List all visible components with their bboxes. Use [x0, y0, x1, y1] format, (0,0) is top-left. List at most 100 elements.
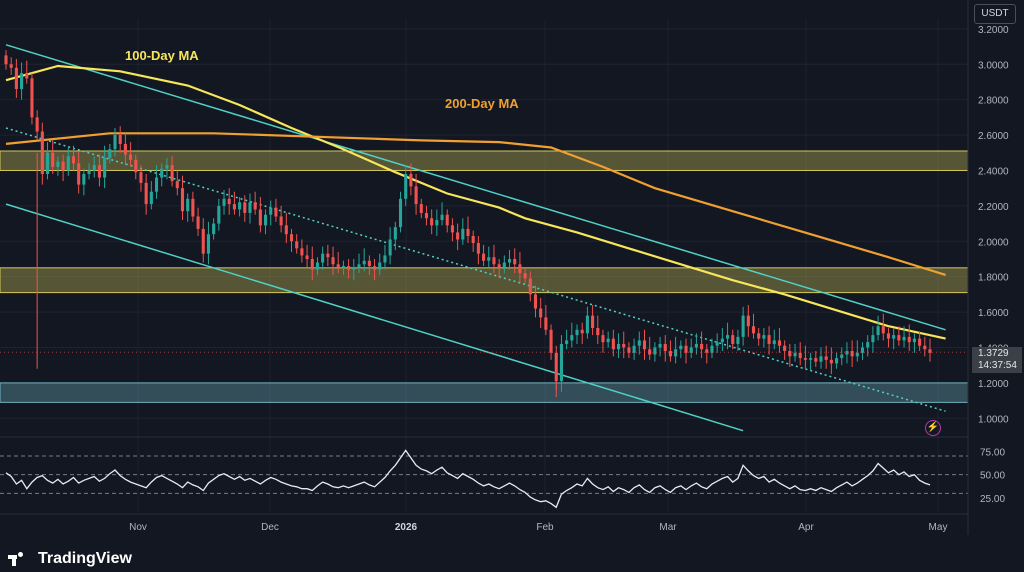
candle-body — [404, 174, 408, 199]
candle-body — [466, 228, 470, 236]
zone-rect — [0, 267, 969, 294]
candle-body — [258, 209, 262, 226]
channel-mid-line — [5, 127, 946, 412]
candle-body — [700, 343, 704, 350]
candle-body — [689, 347, 693, 353]
candle-body — [56, 161, 60, 167]
rsi-line — [5, 449, 931, 509]
candlesticks — [0, 50, 968, 398]
candle-body — [144, 182, 148, 205]
candle-body — [575, 329, 579, 336]
candle-body — [435, 220, 439, 226]
candle-body — [772, 340, 776, 344]
candle-body — [165, 165, 169, 169]
candle-body — [238, 202, 242, 210]
candle-body — [321, 253, 325, 263]
y-tick-label: 2.4000 — [978, 166, 1009, 177]
candle-body — [9, 64, 13, 68]
candle-body — [305, 255, 309, 259]
rsi-panel — [0, 449, 968, 509]
candle-body — [357, 264, 361, 268]
candle-body — [284, 225, 288, 235]
candle-body — [736, 336, 740, 344]
rsi-tick-label: 50.00 — [980, 471, 1005, 482]
candle-body — [777, 340, 782, 346]
candle-body — [424, 212, 429, 219]
x-tick-label: 2026 — [395, 522, 418, 533]
brand-name: TradingView — [38, 550, 132, 567]
candle-body — [274, 207, 278, 217]
x-tick-label: May — [929, 522, 948, 533]
candle-body — [108, 149, 112, 159]
countdown-timer: 14:37:54 — [978, 360, 1017, 371]
candle-body — [40, 131, 44, 175]
candle-body — [694, 343, 698, 348]
candle-body — [175, 181, 179, 189]
y-tick-label: 2.6000 — [978, 131, 1009, 142]
y-tick-label: 1.6000 — [978, 308, 1009, 319]
candle-body — [82, 174, 86, 185]
candle-body — [373, 266, 377, 270]
candle-body — [71, 156, 76, 164]
y-tick-label: 2.8000 — [978, 96, 1009, 107]
candle-body — [881, 326, 885, 334]
lightning-icon[interactable]: ⚡ — [925, 420, 941, 436]
candle-body — [139, 172, 143, 183]
candle-body — [731, 335, 735, 344]
currency-button[interactable]: USDT — [974, 4, 1016, 24]
candle-body — [279, 216, 283, 226]
candle-body — [502, 262, 506, 268]
candle-body — [264, 214, 268, 226]
x-tick-label: Feb — [536, 522, 554, 533]
candle-body — [51, 152, 55, 167]
y-tick-label: 1.0000 — [978, 414, 1009, 425]
candle-body — [658, 343, 662, 348]
candle-body — [809, 358, 813, 360]
candle-body — [253, 202, 257, 210]
candle-body — [726, 335, 730, 339]
candle-body — [482, 253, 486, 261]
candle-body — [87, 170, 91, 175]
candle-body — [471, 235, 475, 244]
candle-body — [653, 347, 657, 355]
candle-body — [367, 260, 371, 267]
support-resistance-zones — [0, 150, 969, 403]
candle-body — [30, 78, 34, 118]
candle-body — [492, 257, 496, 265]
candle-body — [762, 335, 766, 339]
candle-body — [123, 143, 127, 155]
candle-body — [300, 248, 304, 256]
candle-body — [378, 262, 382, 270]
candle-body — [928, 349, 932, 353]
candle-body — [129, 154, 133, 160]
candle-body — [741, 315, 745, 337]
candle-body — [616, 343, 621, 350]
candle-body — [611, 338, 615, 350]
rsi-tick-label: 25.00 — [980, 494, 1005, 505]
channel-upper-line — [5, 44, 946, 331]
y-tick-label: 1.8000 — [978, 273, 1009, 284]
axes: 3.2000 3.0000 2.8000 2.6000 2.4000 2.2000 2.00… — [0, 0, 1009, 535]
candle-body — [783, 345, 787, 352]
tradingview-logo[interactable]: TradingView — [8, 550, 132, 568]
candle-body — [456, 232, 460, 240]
channel-lower-line — [5, 203, 744, 432]
candle-body — [866, 342, 870, 348]
candle-body — [570, 335, 574, 341]
candle-body — [243, 202, 247, 213]
candle-body — [77, 163, 81, 185]
y-tick-label: 3.0000 — [978, 60, 1009, 71]
candle-body — [923, 345, 927, 350]
candle-body — [295, 241, 299, 249]
x-tick-label: Mar — [659, 522, 677, 533]
candle-body — [788, 351, 792, 357]
candle-body — [180, 188, 185, 212]
moving-averages — [5, 64, 946, 340]
candle-body — [409, 174, 413, 187]
candle-body — [206, 234, 210, 254]
descending-channel — [5, 44, 946, 432]
candle-body — [674, 349, 678, 357]
candle-body — [497, 264, 501, 268]
candle-body — [679, 345, 683, 350]
